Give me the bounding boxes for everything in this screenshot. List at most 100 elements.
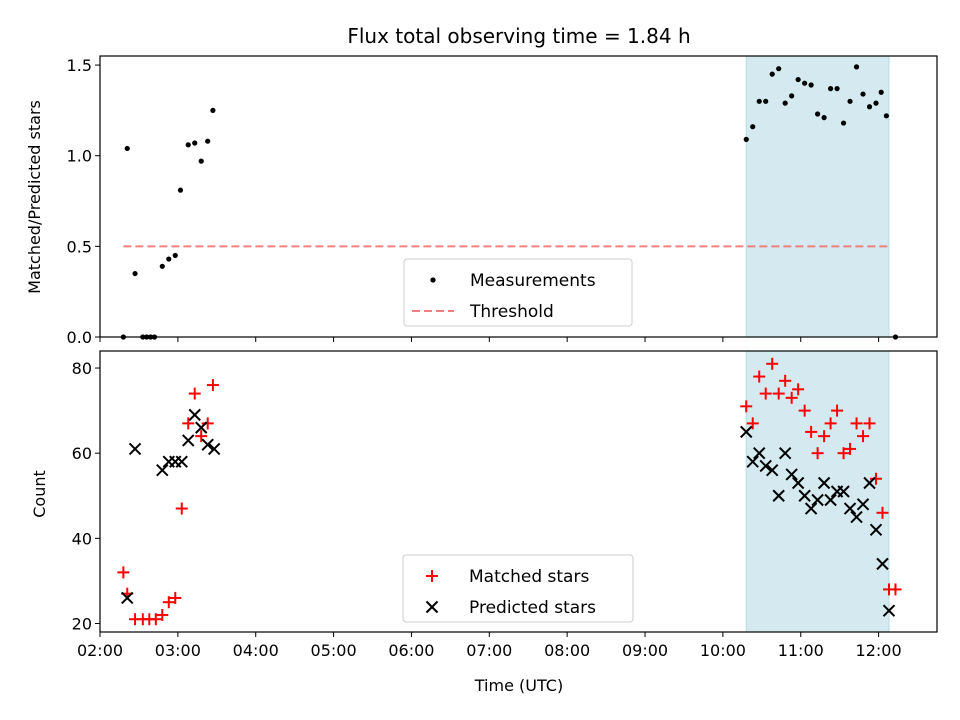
predicted-marker-b (843, 502, 857, 515)
x-tick-label: 04:00 (233, 641, 279, 660)
matched-star-point (811, 447, 824, 460)
predicted-star-point (121, 591, 134, 605)
predicted-marker-b (869, 523, 883, 537)
measurement-point (776, 66, 782, 72)
predicted-marker-b (156, 464, 169, 477)
bottom-y-tick-label: 60 (72, 444, 92, 463)
matched-star-point (156, 608, 169, 621)
predicted-star-point (837, 485, 850, 498)
measurement-point (192, 140, 198, 146)
legend-label: Matched stars (469, 567, 589, 587)
matched-star-point (818, 430, 831, 443)
predicted-star-point (785, 468, 798, 481)
measurement-point (883, 113, 889, 119)
predicted-star-point (882, 604, 896, 617)
predicted-star-point (128, 442, 142, 456)
top-y-tick-label: 1.5 (67, 56, 92, 75)
measurement-point (763, 98, 769, 104)
predicted-star-point (753, 446, 766, 460)
measurement-point (840, 120, 847, 126)
predicted-marker-b (882, 604, 896, 617)
predicted-marker-b (182, 434, 195, 447)
measurement-point (205, 138, 211, 144)
predicted-star-point (765, 464, 779, 477)
predicted-marker-b (201, 438, 214, 451)
legend-marker-measurements (430, 277, 436, 283)
matched-star-point (162, 596, 175, 609)
bottom-y-axis-label: Count (30, 470, 49, 518)
measurement-point (808, 82, 814, 88)
matched-star-point (792, 383, 805, 396)
matched-star-point (201, 417, 214, 430)
predicted-star-point (856, 498, 870, 511)
measurement-point (172, 252, 178, 259)
measurement-point (827, 86, 834, 92)
predicted-marker-b (759, 459, 772, 473)
predicted-star-point (156, 464, 169, 477)
predicted-star-point (817, 476, 831, 490)
predicted-star-point (804, 502, 818, 515)
top-y-tick-label: 0.0 (67, 328, 92, 347)
matched-star-point (195, 430, 208, 443)
x-tick-label: 09:00 (622, 641, 668, 660)
predicted-marker-b (850, 510, 863, 524)
predicted-star-point (863, 476, 876, 490)
measurement-point (853, 64, 860, 70)
predicted-marker-b (778, 446, 792, 460)
predicted-star-point (182, 434, 195, 447)
x-tick-label: 05:00 (311, 641, 357, 660)
measurement-point (769, 71, 775, 77)
predicted-marker-b (785, 468, 798, 481)
matched-star-point (779, 374, 792, 387)
legend-box (402, 554, 634, 623)
matched-star-point (824, 417, 837, 430)
matched-star-point (117, 566, 130, 579)
measurement-point (878, 89, 884, 95)
measurement-point (124, 145, 130, 152)
x-tick-label: 08:00 (544, 641, 590, 660)
predicted-marker-b (195, 421, 208, 434)
predicted-star-point (201, 438, 214, 451)
predicted-marker-b (175, 455, 188, 468)
predicted-star-point (778, 446, 792, 460)
measurement-point (166, 256, 172, 262)
legend-box (403, 258, 633, 327)
bottom-y-tick-label: 20 (72, 614, 92, 633)
predicted-star-point (207, 442, 221, 456)
matched-star-point (188, 387, 201, 400)
predicted-star-point (746, 455, 759, 468)
matched-star-point (831, 404, 844, 417)
predicted-marker-b (811, 493, 824, 507)
predicted-star-point (175, 455, 188, 468)
x-tick-label: 12:00 (856, 641, 902, 660)
x-tick-label: 10:00 (700, 641, 746, 660)
predicted-marker-b (791, 476, 805, 490)
measurement-point (821, 115, 827, 121)
matched-star-point (766, 357, 779, 370)
measurement-point (743, 136, 749, 142)
measurement-point (815, 111, 821, 117)
predicted-star-point (869, 523, 883, 537)
predicted-marker-b (837, 485, 850, 498)
matched-star-point (740, 400, 753, 413)
predicted-star-point (772, 489, 785, 502)
predicted-star-point (850, 510, 863, 524)
matched-star-point (857, 430, 870, 443)
x-tick-label: 03:00 (155, 641, 201, 660)
predicted-star-point (876, 557, 889, 571)
matched-star-point (785, 391, 798, 404)
top-y-axis-label: Matched/Predicted stars (25, 100, 44, 294)
top-plot-frame (99, 55, 938, 338)
measurement-point (847, 98, 853, 104)
plot-layer: 02:00 03:00 04:00 05:00 06:00 07:00 08:00 09:00… (67, 55, 938, 660)
measurement-point (750, 124, 756, 130)
matched-star-point (149, 613, 162, 626)
matched-star-point (798, 404, 811, 417)
legend-label: Threshold (469, 302, 554, 322)
predicted-marker-b (798, 489, 811, 502)
predicted-marker-b (128, 442, 142, 456)
top-y-tick-label: 1.0 (67, 147, 92, 166)
predicted-star-point (188, 408, 201, 422)
measurement-point (132, 270, 138, 277)
